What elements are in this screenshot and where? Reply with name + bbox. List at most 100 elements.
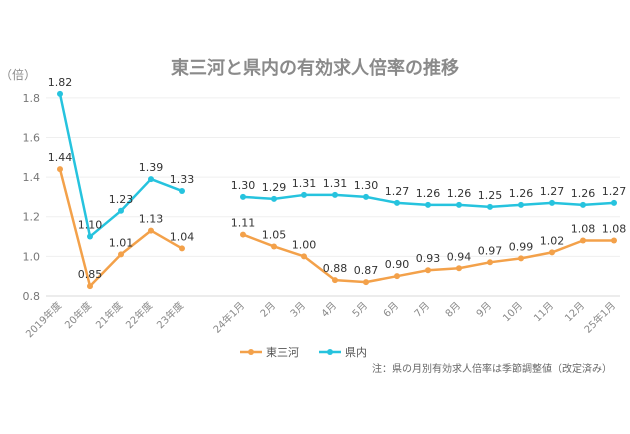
data-label: 1.31 xyxy=(323,177,348,190)
series-line xyxy=(58,93,183,238)
data-point xyxy=(271,243,277,250)
footnote: 注：県の月別有効求人倍率は季節調整値（改定済み） xyxy=(372,362,612,375)
x-tick-label: 5月 xyxy=(350,300,370,320)
legend-label: 県内 xyxy=(345,345,367,359)
x-tick-label: 25年1月 xyxy=(581,299,618,336)
data-label: 1.26 xyxy=(571,187,596,200)
legend-item-kennai: 県内 xyxy=(319,345,367,359)
data-label: 1.30 xyxy=(354,179,379,192)
x-tick-label: 24年1月 xyxy=(210,299,247,336)
data-point xyxy=(57,166,63,173)
data-point xyxy=(301,191,307,198)
series-points xyxy=(57,90,617,290)
data-point xyxy=(456,201,462,208)
data-point xyxy=(394,199,400,206)
data-point xyxy=(487,203,493,210)
x-tick-label: 6月 xyxy=(381,300,401,320)
data-label: 1.27 xyxy=(385,185,410,198)
legend-swatch-marker xyxy=(248,349,254,355)
y-axis-unit: （倍） xyxy=(0,67,36,82)
data-point xyxy=(179,245,185,252)
data-point xyxy=(363,279,369,286)
data-point xyxy=(549,199,555,206)
legend-item-higashimikawa: 東三河 xyxy=(240,346,299,359)
data-label: 0.85 xyxy=(78,268,103,281)
legend-swatch-marker xyxy=(327,349,333,355)
data-label: 1.33 xyxy=(170,173,195,186)
chart-title: 東三河と県内の有効求人倍率の推移 xyxy=(171,57,459,79)
data-labels: 1.44 0.85 1.01 1.13 1.04 1.11 1.05 1.00 0.88 0.87… xyxy=(48,76,627,281)
data-label: 1.11 xyxy=(231,217,256,230)
data-label: 1.08 xyxy=(571,223,596,236)
data-point xyxy=(87,233,93,240)
data-point xyxy=(87,283,93,290)
data-point xyxy=(240,231,246,238)
data-label: 1.31 xyxy=(292,177,317,190)
data-label: 1.29 xyxy=(262,181,287,194)
data-label: 1.01 xyxy=(109,236,134,249)
data-point xyxy=(332,191,338,198)
x-tick-label: 4月 xyxy=(319,300,339,320)
data-point xyxy=(179,187,185,194)
data-point xyxy=(57,90,63,97)
data-label: 1.08 xyxy=(602,223,627,236)
data-point xyxy=(394,273,400,280)
data-point xyxy=(271,195,277,202)
data-point xyxy=(456,265,462,272)
data-label: 1.23 xyxy=(109,193,134,206)
x-tick-label: 10月 xyxy=(501,300,526,325)
data-label: 0.94 xyxy=(447,250,472,263)
data-label: 1.27 xyxy=(602,185,627,198)
data-label: 1.26 xyxy=(416,187,441,200)
data-label: 1.13 xyxy=(139,213,164,226)
data-label: 1.05 xyxy=(262,228,287,241)
data-label: 1.02 xyxy=(540,234,565,247)
data-point xyxy=(148,176,154,183)
x-tick-label: 22年度 xyxy=(123,299,155,331)
data-label: 1.26 xyxy=(447,187,472,200)
data-label: 1.30 xyxy=(231,179,256,192)
y-tick-label: 1.0 xyxy=(23,250,41,263)
data-point xyxy=(118,251,124,258)
data-point xyxy=(549,249,555,256)
data-point xyxy=(487,259,493,266)
data-label: 1.04 xyxy=(170,230,195,243)
data-label: 1.82 xyxy=(48,76,73,89)
data-point xyxy=(518,255,524,262)
data-point xyxy=(518,201,524,208)
legend: 東三河 県内 xyxy=(240,345,367,359)
data-point xyxy=(301,253,307,260)
data-label: 1.10 xyxy=(78,219,103,232)
x-tick-label: 12月 xyxy=(563,300,588,325)
x-tick-label: 2019年度 xyxy=(23,299,64,340)
gridlines xyxy=(46,97,620,297)
data-label: 1.25 xyxy=(478,189,503,202)
y-tick-label: 1.6 xyxy=(23,131,41,144)
data-point xyxy=(363,193,369,200)
data-point xyxy=(580,201,586,208)
x-tick-label: 20年度 xyxy=(62,299,94,331)
data-label: 1.44 xyxy=(48,151,73,164)
data-point xyxy=(425,267,431,274)
y-tick-label: 1.4 xyxy=(23,171,41,184)
data-label: 1.39 xyxy=(139,161,164,174)
x-tick-label: 3月 xyxy=(288,300,308,320)
y-tick-label: 0.8 xyxy=(23,290,41,303)
x-tick-label: 8月 xyxy=(443,300,463,320)
data-label: 0.97 xyxy=(478,244,503,257)
y-tick-label: 1.2 xyxy=(23,211,41,224)
data-point xyxy=(332,277,338,284)
data-point xyxy=(580,237,586,244)
data-label: 0.90 xyxy=(385,258,410,271)
y-axis-ticks: 0.8 1.0 1.2 1.4 1.6 1.8 xyxy=(23,92,41,303)
data-label: 0.87 xyxy=(354,264,379,277)
data-label: 0.93 xyxy=(416,252,441,265)
x-axis-ticks: 2019年度 20年度 21年度 22年度 23年度 24年1月 2月 3月 4月 5月 6月 7月 8… xyxy=(23,299,618,340)
data-label: 1.27 xyxy=(540,185,565,198)
data-label: 1.26 xyxy=(509,187,534,200)
x-tick-label: 21年度 xyxy=(93,299,125,331)
data-point xyxy=(240,193,246,200)
x-tick-label: 11月 xyxy=(532,300,557,325)
